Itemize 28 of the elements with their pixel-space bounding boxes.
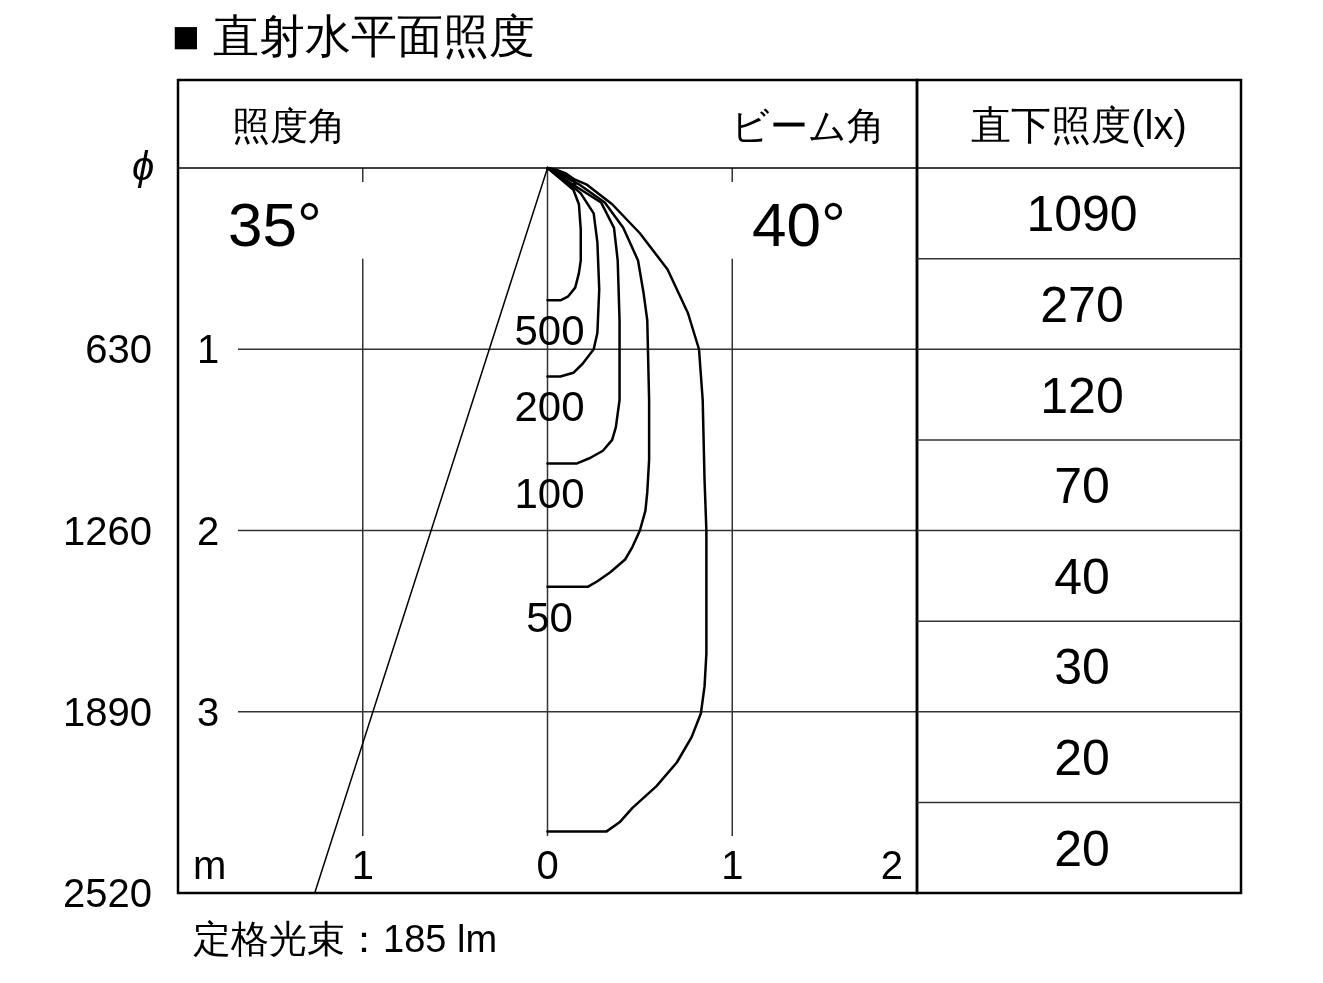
y2-axis-title: ϕ xyxy=(131,144,155,188)
data-label: 1090 xyxy=(1026,186,1138,243)
x-tick-label: 1 xyxy=(351,843,374,887)
data-label: 20 xyxy=(1054,730,1110,787)
chart-title: ■ 直射水平面照度 xyxy=(172,10,535,62)
annotation: 40° xyxy=(752,190,846,259)
text: 照度角 xyxy=(232,105,346,147)
y2-tick-label: 1890 xyxy=(63,689,152,734)
data-label: 70 xyxy=(1054,458,1110,515)
text: 直下照度(lx) xyxy=(971,103,1187,147)
y2-tick-label: 630 xyxy=(85,327,152,372)
text: 定格光束：185 lm xyxy=(193,918,498,960)
data-label: 40 xyxy=(1054,548,1110,605)
annotation: 35° xyxy=(228,190,322,259)
x-tick-label: 2 xyxy=(880,843,903,887)
data-label: 270 xyxy=(1040,276,1124,333)
text: ビーム角 xyxy=(731,105,885,147)
y-tick-label: 1 xyxy=(196,327,220,372)
y-tick-label: 2 xyxy=(196,508,220,553)
y2-tick-label: 2520 xyxy=(63,871,152,915)
x-tick-label: 0 xyxy=(536,843,559,887)
y2-tick-label: 1260 xyxy=(63,508,152,553)
x-tick-label: 1 xyxy=(721,843,744,887)
data-label: 20 xyxy=(1054,820,1110,877)
x-axis-title: m xyxy=(193,843,227,887)
data-label: 120 xyxy=(1040,367,1124,424)
y-tick-label: 3 xyxy=(196,689,220,734)
data-label: 30 xyxy=(1054,639,1110,696)
